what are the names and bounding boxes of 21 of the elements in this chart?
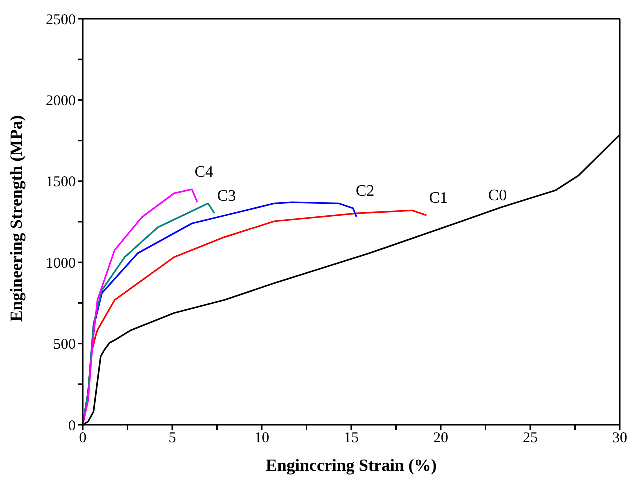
y-tick-label: 1500: [46, 174, 76, 191]
y-axis-title: Engineering Strength (MPa): [7, 115, 26, 322]
y-tick-label: 1000: [46, 256, 76, 272]
x-tick-label: 10: [254, 430, 270, 447]
annotation: C2: [356, 183, 375, 200]
line-series: [83, 188, 198, 425]
x-tick-label: 20: [434, 430, 448, 447]
y-tick-label: 2500: [46, 12, 76, 28]
x-tick-label: 15: [344, 430, 359, 447]
annotation: C0: [488, 188, 508, 205]
x-tick-label: 0: [79, 430, 87, 447]
y-tick-label: 500: [54, 337, 76, 354]
x-tick-label: 30: [612, 430, 628, 447]
annotation: C1: [429, 190, 448, 208]
annotation: C3: [217, 188, 236, 206]
y-tick-label: 0: [68, 418, 76, 434]
x-tick-label: 5: [168, 430, 176, 447]
y-tick-label: 2000: [46, 94, 76, 110]
x-axis-title: Enginccring Strain (%): [266, 456, 437, 475]
annotation: C4: [194, 164, 214, 182]
x-tick-label: 25: [523, 430, 538, 447]
